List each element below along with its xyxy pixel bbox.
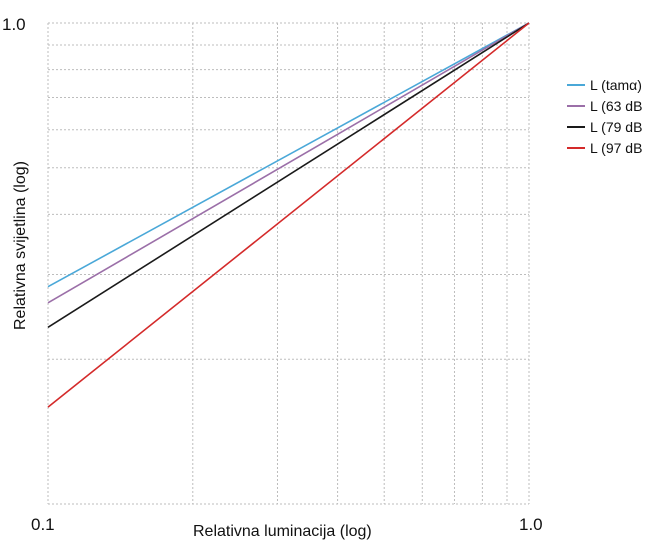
- series-lines: [47, 22, 530, 408]
- legend-label-3: L (79 dB: [590, 119, 642, 135]
- series-line-2: [47, 22, 530, 304]
- x-tick-label-right: 1.0: [519, 515, 543, 534]
- legend-label-4: L (97 dB: [590, 140, 642, 156]
- x-tick-label-left: 0.1: [31, 515, 55, 534]
- series-line-3: [47, 22, 530, 328]
- x-axis-label: Relativna luminacija (log): [193, 523, 372, 540]
- series-line-1: [47, 22, 530, 288]
- y-axis-label: Relativna svijetlina (log): [12, 161, 29, 330]
- legend-label-1: L (tamα): [590, 77, 642, 93]
- legend: L (tamα) L (63 dB L (79 dB L (97 dB: [567, 77, 642, 156]
- series-line-4: [47, 22, 530, 408]
- y-tick-label-top: 1.0: [2, 15, 26, 34]
- grid: [47, 22, 530, 505]
- legend-label-2: L (63 dB: [590, 98, 642, 114]
